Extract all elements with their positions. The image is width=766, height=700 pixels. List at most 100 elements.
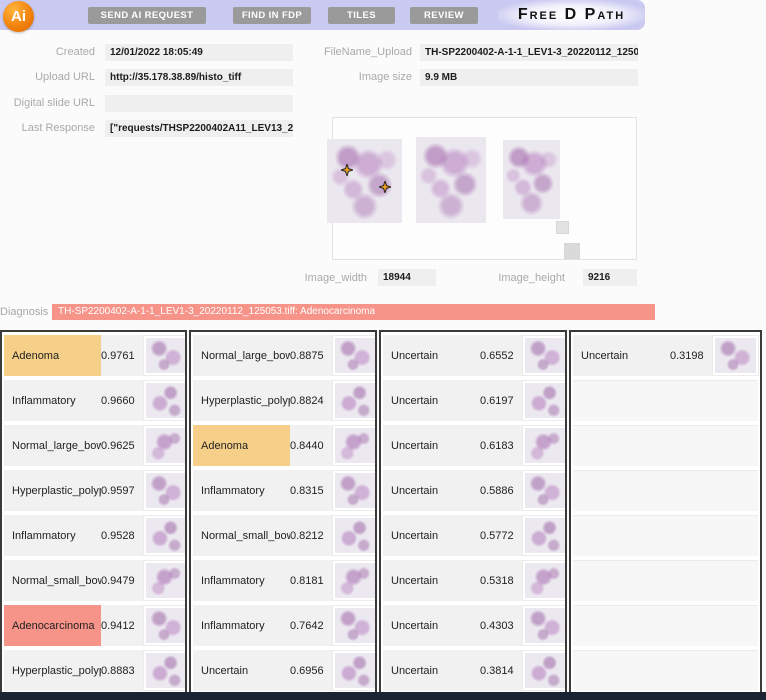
tile-thumbnail[interactable] bbox=[331, 605, 375, 646]
tile-thumbnail[interactable] bbox=[331, 470, 375, 511]
tile-thumbnail[interactable] bbox=[142, 470, 185, 511]
tissue-image bbox=[145, 518, 185, 553]
tile-thumbnail[interactable] bbox=[142, 650, 185, 691]
image-size-label: Image size bbox=[358, 71, 412, 83]
tile-thumbnail[interactable] bbox=[521, 425, 565, 466]
empty-row bbox=[573, 650, 758, 691]
classification-row[interactable]: Hyperplastic_polyp 0.9597 bbox=[4, 470, 185, 511]
classification-row[interactable]: Uncertain 0.5318 bbox=[383, 560, 565, 601]
find-in-fdp-button[interactable]: FIND IN FDP bbox=[233, 7, 311, 24]
classification-row[interactable]: Uncertain 0.5772 bbox=[383, 515, 565, 556]
send-ai-request-button[interactable]: SEND AI REQUEST bbox=[88, 7, 206, 24]
classification-row[interactable]: Adenocarcinoma 0.9412 bbox=[4, 605, 185, 646]
filename-upload-field[interactable]: TH-SP2200402-A-1-1_LEV1-3_20220112_12505… bbox=[420, 44, 638, 61]
classification-row[interactable]: Adenoma 0.8440 bbox=[193, 425, 375, 466]
tissue-image bbox=[334, 338, 375, 373]
image-height-field[interactable]: 9216 bbox=[583, 269, 637, 286]
tile-thumbnail[interactable] bbox=[331, 650, 375, 691]
tile-marker-icon[interactable] bbox=[379, 181, 391, 193]
classification-row[interactable]: Inflammatory 0.9660 bbox=[4, 380, 185, 421]
brand-logo: Free D Path bbox=[498, 0, 645, 30]
class-label: Normal_small_bowel bbox=[193, 515, 290, 556]
review-button[interactable]: REVIEW bbox=[410, 7, 478, 24]
tissue-image bbox=[334, 518, 375, 553]
slide-thumbnail[interactable] bbox=[327, 139, 402, 223]
classification-row[interactable]: Uncertain 0.4303 bbox=[383, 605, 565, 646]
class-score: 0.7642 bbox=[290, 605, 332, 646]
mini-thumb[interactable] bbox=[564, 243, 580, 259]
digital-slide-url-field[interactable] bbox=[105, 95, 293, 112]
upload-url-label: Upload URL bbox=[35, 71, 95, 83]
classification-row[interactable]: Uncertain 0.6197 bbox=[383, 380, 565, 421]
image-size-field[interactable]: 9.9 MB bbox=[420, 69, 638, 86]
class-score: 0.5772 bbox=[480, 515, 522, 556]
class-score: 0.9660 bbox=[101, 380, 143, 421]
tile-thumbnail[interactable] bbox=[711, 335, 759, 376]
classification-row[interactable]: Uncertain 0.3814 bbox=[383, 650, 565, 691]
class-label: Uncertain bbox=[383, 515, 480, 556]
slide-thumbnail[interactable] bbox=[503, 140, 560, 219]
tile-thumbnail[interactable] bbox=[521, 335, 565, 376]
classification-row[interactable]: Normal_small_bowel 0.8212 bbox=[193, 515, 375, 556]
tissue-image bbox=[334, 428, 375, 463]
classification-row[interactable]: Inflammatory 0.8315 bbox=[193, 470, 375, 511]
tile-thumbnail[interactable] bbox=[521, 470, 565, 511]
classification-row[interactable]: Inflammatory 0.9528 bbox=[4, 515, 185, 556]
tile-thumbnail[interactable] bbox=[142, 605, 185, 646]
class-label: Inflammatory bbox=[4, 515, 101, 556]
tile-thumbnail[interactable] bbox=[521, 560, 565, 601]
upload-url-field[interactable]: http://35.178.38.89/histo_tiff bbox=[105, 69, 293, 86]
classification-row[interactable]: Adenoma 0.9761 bbox=[4, 335, 185, 376]
last-response-field[interactable]: ["requests/THSP2200402A11_LEV13_20220112… bbox=[105, 120, 293, 137]
classification-row[interactable]: Normal_small_bowel 0.9479 bbox=[4, 560, 185, 601]
image-width-field[interactable]: 18944 bbox=[378, 269, 436, 286]
tile-thumbnail[interactable] bbox=[331, 380, 375, 421]
slide-thumbnail[interactable] bbox=[416, 137, 486, 223]
tiles-button[interactable]: TILES bbox=[328, 7, 395, 24]
diagnosis-value-bar: TH-SP2200402-A-1-1_LEV1-3_20220112_12505… bbox=[52, 304, 655, 320]
classification-row[interactable]: Hyperplastic_polyp 0.8824 bbox=[193, 380, 375, 421]
mini-thumb[interactable] bbox=[556, 221, 569, 234]
classification-panel-2: Normal_large_bowel 0.8875 Hyperplastic_p… bbox=[189, 330, 377, 700]
tissue-image bbox=[145, 473, 185, 508]
class-label: Adenocarcinoma bbox=[4, 605, 101, 646]
classification-row[interactable]: Uncertain 0.3198 bbox=[573, 335, 759, 376]
class-score: 0.9479 bbox=[101, 560, 143, 601]
tile-thumbnail[interactable] bbox=[331, 515, 375, 556]
empty-row bbox=[573, 470, 758, 511]
empty-row bbox=[573, 515, 758, 556]
class-label: Uncertain bbox=[383, 605, 480, 646]
classification-row[interactable]: Uncertain 0.5886 bbox=[383, 470, 565, 511]
classification-row[interactable]: Uncertain 0.6956 bbox=[193, 650, 375, 691]
tile-thumbnail[interactable] bbox=[521, 515, 565, 556]
class-score: 0.8181 bbox=[290, 560, 332, 601]
classification-row[interactable]: Inflammatory 0.7642 bbox=[193, 605, 375, 646]
classification-row[interactable]: Uncertain 0.6183 bbox=[383, 425, 565, 466]
tile-thumbnail[interactable] bbox=[142, 515, 185, 556]
tile-thumbnail[interactable] bbox=[521, 650, 565, 691]
created-field[interactable]: 12/01/2022 18:05:49 bbox=[105, 44, 293, 61]
classification-row[interactable]: Uncertain 0.6552 bbox=[383, 335, 565, 376]
tile-thumbnail[interactable] bbox=[331, 425, 375, 466]
class-score: 0.8883 bbox=[101, 650, 143, 691]
classification-row[interactable]: Hyperplastic_polyp 0.8883 bbox=[4, 650, 185, 691]
tile-thumbnail[interactable] bbox=[142, 335, 185, 376]
tile-thumbnail[interactable] bbox=[331, 335, 375, 376]
tile-thumbnail[interactable] bbox=[521, 605, 565, 646]
tile-thumbnail[interactable] bbox=[331, 560, 375, 601]
classification-row[interactable]: Normal_large_bowel 0.8875 bbox=[193, 335, 375, 376]
tile-thumbnail[interactable] bbox=[142, 380, 185, 421]
classification-panel-4: Uncertain 0.3198 bbox=[569, 330, 762, 700]
classification-row[interactable]: Inflammatory 0.8181 bbox=[193, 560, 375, 601]
classification-panel-1: Adenoma 0.9761 Inflammatory 0.9660 Norma… bbox=[0, 330, 187, 700]
tile-thumbnail[interactable] bbox=[142, 560, 185, 601]
class-label: Normal_large_bowel bbox=[193, 335, 290, 376]
class-label: Uncertain bbox=[383, 335, 480, 376]
tile-thumbnail[interactable] bbox=[521, 380, 565, 421]
tissue-image bbox=[714, 338, 756, 373]
tile-marker-icon[interactable] bbox=[341, 164, 353, 176]
tile-thumbnail[interactable] bbox=[142, 425, 185, 466]
classification-row[interactable]: Normal_large_bowel 0.9625 bbox=[4, 425, 185, 466]
tissue-image bbox=[334, 653, 375, 688]
tissue-image bbox=[416, 137, 486, 223]
